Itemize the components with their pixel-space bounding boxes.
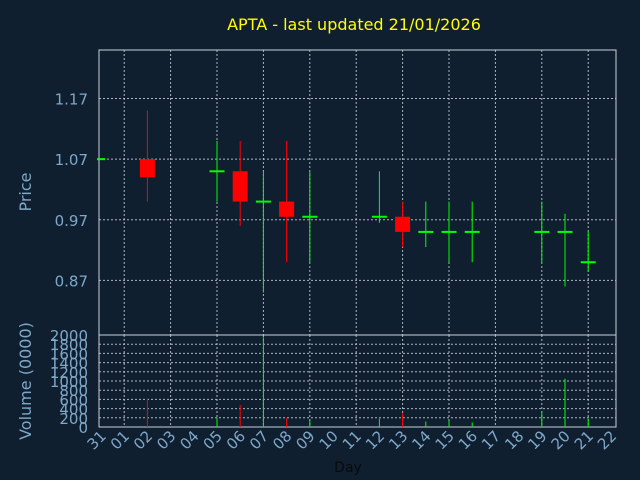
chart-title: APTA - last updated 21/01/2026 xyxy=(227,15,481,34)
volume-tick-label: 400 xyxy=(59,401,88,419)
price-axis-label: Price xyxy=(16,172,35,211)
candle-body xyxy=(139,159,155,178)
volume-bars xyxy=(146,337,589,427)
x-axis-label: Day xyxy=(334,460,362,476)
volume-tick-label: 1000 xyxy=(50,373,88,391)
candle-body xyxy=(279,201,295,217)
volume-grid xyxy=(99,335,616,427)
volume-panel-frame xyxy=(98,334,617,428)
price-y-ticks: 0.87 0.97 1.07 1.17 xyxy=(55,91,88,291)
price-tick-label: 0.97 xyxy=(55,212,88,230)
candle-body xyxy=(232,171,248,202)
price-tick-label: 1.07 xyxy=(55,151,88,169)
volume-tick-label: 1400 xyxy=(50,355,88,373)
candles xyxy=(97,110,596,293)
price-tick-label: 0.87 xyxy=(55,272,88,290)
volume-tick-label: 1200 xyxy=(50,364,88,382)
x-tick-label: 22 xyxy=(594,427,620,453)
x-ticks: 3101020304050607080910111213141516171819… xyxy=(84,427,621,453)
candle-body xyxy=(395,216,411,232)
volume-tick-label: 2000 xyxy=(50,327,88,345)
volume-tick-label: 200 xyxy=(59,410,88,428)
price-tick-label: 1.17 xyxy=(55,91,88,109)
price-grid xyxy=(99,50,616,335)
volume-tick-label: 1800 xyxy=(50,336,88,354)
volume-tick-label: 600 xyxy=(59,391,88,409)
volume-tick-label: 0 xyxy=(78,419,88,437)
volume-tick-label: 1600 xyxy=(50,345,88,363)
volume-tick-label: 800 xyxy=(59,382,88,400)
price-panel-frame xyxy=(98,49,617,336)
volume-axis-label: Volume (0000) xyxy=(16,322,35,440)
